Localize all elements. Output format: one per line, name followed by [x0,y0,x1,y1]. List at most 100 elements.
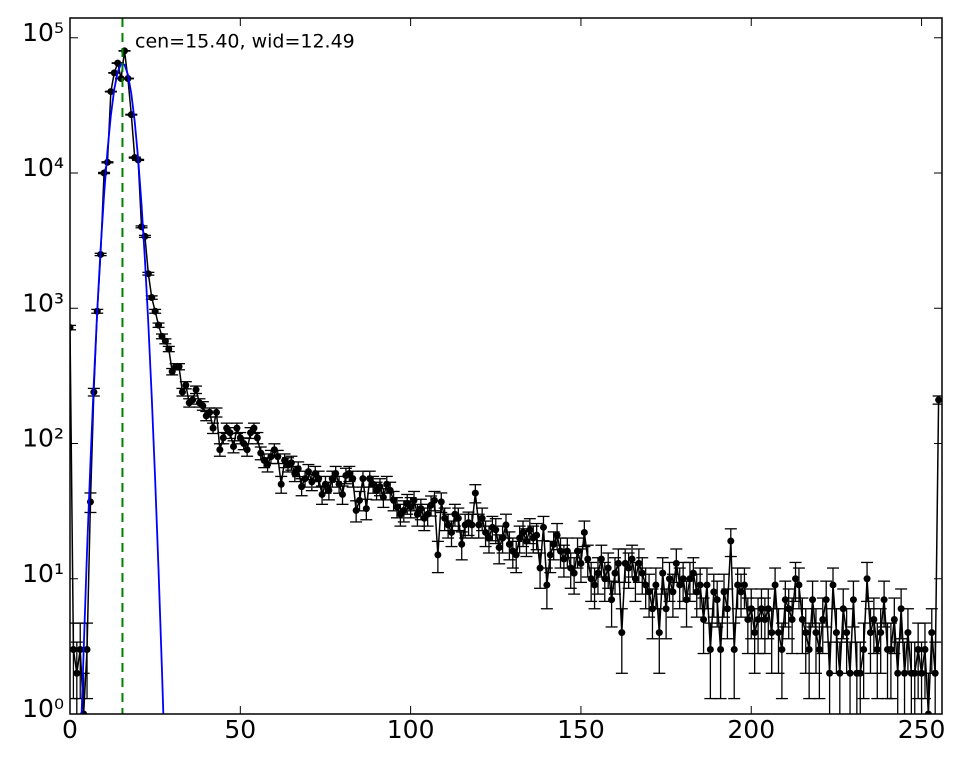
data-point [864,575,871,582]
data-point [349,475,356,482]
data-point [741,581,748,588]
data-point [669,588,676,595]
data-point [772,581,779,588]
data-point [898,605,905,612]
data-point [574,548,581,555]
data-point [877,629,884,636]
data-point [731,646,738,653]
data-point [632,575,639,582]
data-point [468,521,475,528]
data-point [605,565,612,572]
data-point [867,629,874,636]
data-point [213,409,220,416]
annotation: cen=15.40, wid=12.49 [135,31,355,53]
data-point [431,497,438,504]
data-point [155,322,162,329]
data-point [881,596,888,603]
data-point [840,605,847,612]
data-point [768,629,775,636]
x-tick-label: 150 [557,715,605,744]
data-point [319,491,326,498]
data-point [734,581,741,588]
data-point [891,616,898,623]
data-point [594,570,601,577]
data-point [227,429,234,436]
data-point [598,555,605,562]
data-point [438,498,445,505]
data-point [765,605,772,612]
data-point [581,529,588,536]
data-point [915,646,922,653]
data-point [584,555,591,562]
data-point [761,616,768,623]
data-point [870,616,877,623]
data-point [778,646,785,653]
data-point [189,396,196,403]
data-point [874,646,881,653]
data-point [601,575,608,582]
data-point [755,616,762,623]
data-point [928,629,935,636]
data-point [707,646,714,653]
data-point [738,588,745,595]
data-point [656,629,663,636]
data-point [274,453,281,460]
data-point [513,551,520,558]
y-tick-label: 10⁵ [22,18,64,47]
data-point [179,389,186,396]
data-point [714,596,721,603]
data-point [921,646,928,653]
data-point [383,481,390,488]
data-point [315,475,322,482]
data-point [639,570,646,577]
data-point [659,570,666,577]
data-point [370,481,377,488]
data-point [199,402,206,409]
x-tick-label: 50 [224,715,256,744]
data-point [833,629,840,636]
data-point [264,461,271,468]
data-point [278,481,285,488]
data-point [904,629,911,636]
data-point [932,670,939,677]
data-point [210,425,217,432]
data-point [819,616,826,623]
data-point [240,440,247,447]
y-tick-label: 10⁴ [22,153,64,182]
data-point [193,386,200,393]
data-point [812,629,819,636]
data-point [901,670,908,677]
data-point [380,494,387,501]
data-point [520,529,527,536]
data-point [748,605,755,612]
data-point [472,490,479,497]
data-point [424,511,431,518]
data-point [298,483,305,490]
data-point [564,548,571,555]
data-point [673,560,680,567]
y-tick-label: 10² [22,424,64,453]
x-tick-label: 0 [62,715,78,744]
data-point [353,507,360,514]
data-point [894,670,901,677]
data-point [635,560,642,567]
data-point [322,481,329,488]
data-point [823,596,830,603]
data-point [703,581,710,588]
data-point [618,629,625,636]
data-point [390,497,397,504]
data-point [503,521,510,528]
data-point [267,453,274,460]
data-point [434,551,441,558]
data-point [652,581,659,588]
data-point [308,478,315,485]
data-point [339,491,346,498]
data-point [642,581,649,588]
data-point [523,538,530,545]
data-point [485,535,492,542]
data-point [407,503,414,510]
y-tick-label: 10⁰ [22,694,64,723]
data-point [887,646,894,653]
data-point [400,507,407,514]
data-point [250,425,257,432]
